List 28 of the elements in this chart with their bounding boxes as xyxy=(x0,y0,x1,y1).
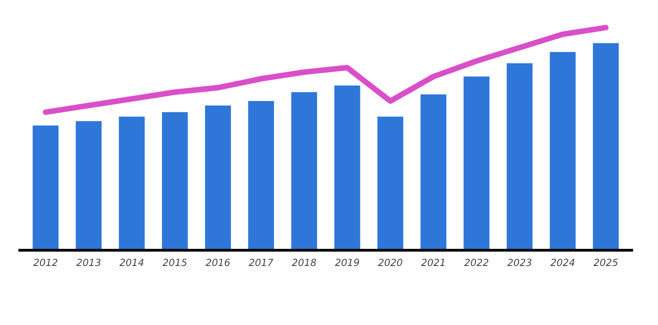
x-tick-label: 2019 xyxy=(334,258,360,266)
bar xyxy=(506,63,533,250)
bar xyxy=(118,116,145,250)
bar xyxy=(550,52,576,250)
bar xyxy=(32,126,59,250)
x-tick-label: 2012 xyxy=(33,258,58,266)
x-tick-label: 2018 xyxy=(292,258,316,266)
x-tick-label: 2024 xyxy=(550,258,574,266)
bar xyxy=(420,94,446,250)
x-tick-label: 2023 xyxy=(507,258,532,266)
x-tick-label: 2016 xyxy=(206,258,230,266)
x-tick-label: 2022 xyxy=(464,258,488,266)
bar xyxy=(592,43,619,250)
bar xyxy=(76,121,102,250)
x-tick-label: 2014 xyxy=(119,258,144,266)
x-tick-label: 2020 xyxy=(378,258,402,266)
bar xyxy=(291,92,318,250)
x-tick-label: 2025 xyxy=(593,258,618,266)
bar xyxy=(464,76,490,250)
x-tick-label: 2021 xyxy=(421,258,444,266)
bar xyxy=(377,116,404,250)
bar xyxy=(162,112,188,250)
bar xyxy=(248,101,274,250)
bar xyxy=(205,106,231,250)
x-tick-label: 2017 xyxy=(248,258,274,266)
bar xyxy=(334,85,360,250)
x-tick-label: 2013 xyxy=(76,258,100,266)
x-tick-label: 2015 xyxy=(162,258,187,266)
